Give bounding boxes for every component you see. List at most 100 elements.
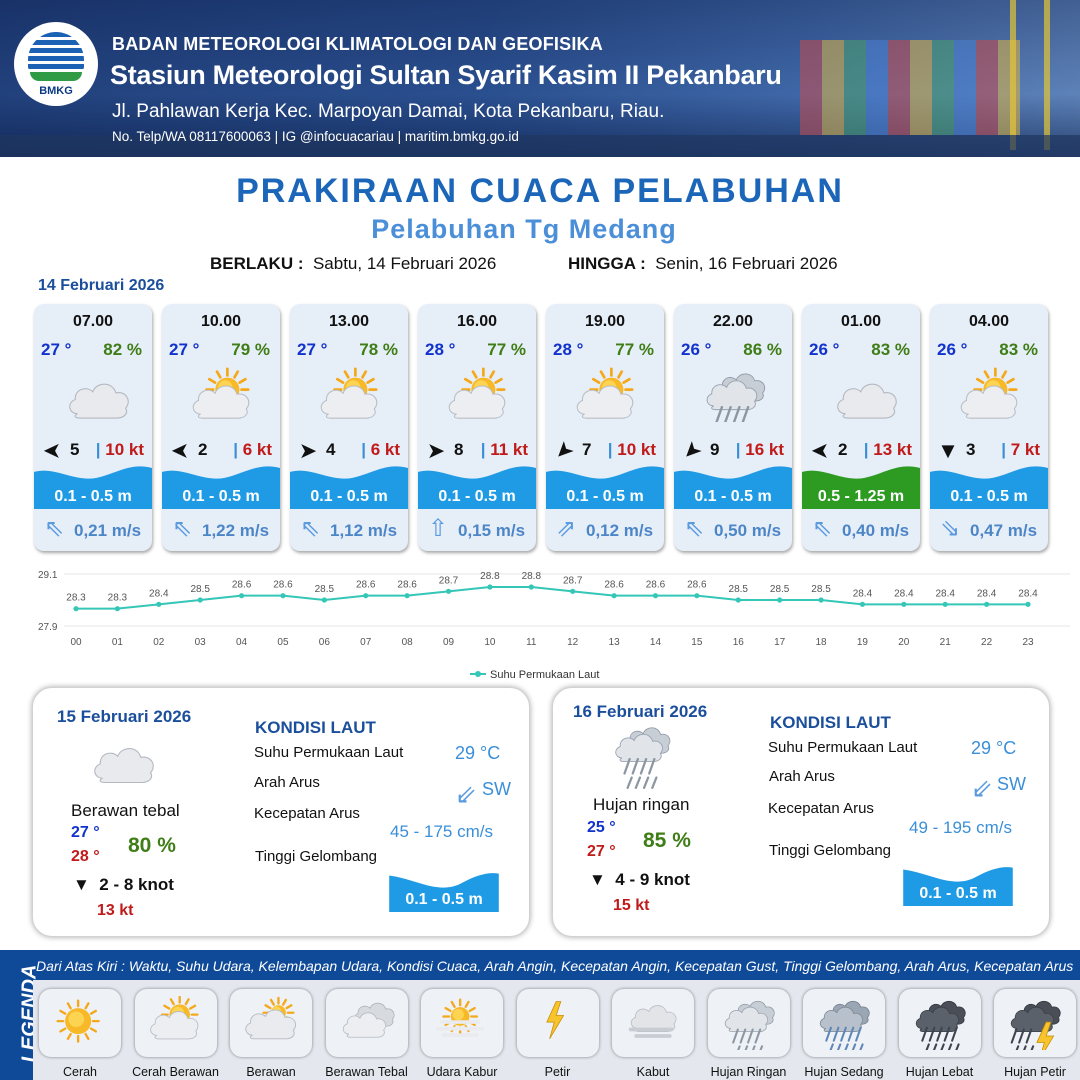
current-direction-label: Arah Arus xyxy=(254,774,320,791)
current-speed: 0,21 m/s xyxy=(74,521,142,540)
wave-height: 0.1 - 0.5 m xyxy=(566,488,644,505)
heavy-rain-icon xyxy=(915,1000,966,1050)
forecast-card: 19.00 28 ° 77 % ➤ 7 | 10 kt 0.1 - 0.5 m … xyxy=(546,304,664,551)
wave-icon xyxy=(290,466,408,509)
valid-from: BERLAKU : Sabtu, 14 Februari 2026 xyxy=(210,254,497,273)
legend-item: Berawan Tebal xyxy=(322,989,412,1079)
gust-speed: | 10 kt xyxy=(607,440,656,459)
legend-label: Hujan Ringan xyxy=(710,1065,787,1079)
data-label: 28.5 xyxy=(190,584,210,595)
forecast-time: 16.00 xyxy=(456,313,498,330)
humidity: 82 % xyxy=(103,340,142,359)
data-point xyxy=(238,593,245,599)
arrow-right-icon: ➤ xyxy=(426,438,446,463)
current-speed: 0,40 m/s xyxy=(842,521,910,540)
lightning-icon xyxy=(545,1001,564,1040)
forecast-time: 10.00 xyxy=(200,313,242,330)
humidity: 78 % xyxy=(359,340,398,359)
gust-speed: | 11 kt xyxy=(480,440,528,459)
legend-marker xyxy=(475,671,481,677)
data-label: 28.4 xyxy=(935,588,955,599)
air-temperature: 27 ° xyxy=(41,340,72,359)
humidity: 85 % xyxy=(643,829,691,852)
wind-range: ▼ 4 - 9 knot xyxy=(589,870,690,889)
legend-item: Hujan Petir xyxy=(990,989,1080,1079)
gust-speed: | 6 kt xyxy=(233,440,272,459)
current-speed: 1,12 m/s xyxy=(330,521,398,540)
data-point xyxy=(445,588,452,594)
legend-item: Cerah Berawan xyxy=(131,989,221,1079)
x-tick-label: 15 xyxy=(691,637,703,648)
data-label: 28.6 xyxy=(687,580,707,591)
legend-icon-box xyxy=(421,989,503,1057)
x-tick-label: 08 xyxy=(402,637,414,648)
wind-speed: 7 xyxy=(582,440,592,459)
agency-name: BADAN METEOROLOGI KLIMATOLOGI DAN GEOFIS… xyxy=(112,34,603,54)
data-point xyxy=(280,593,286,599)
wave-height-value: 0.1 - 0.5 m xyxy=(405,891,483,908)
condition-text: Berawan tebal xyxy=(71,801,180,820)
cloudy-icon xyxy=(837,383,897,419)
sst-label: Suhu Permukaan Laut xyxy=(768,739,918,756)
x-tick-label: 18 xyxy=(815,637,827,648)
legend-icon-box xyxy=(803,989,885,1057)
legend-icon-box xyxy=(707,989,790,1057)
x-tick-label: 22 xyxy=(981,637,993,648)
data-label: 28.5 xyxy=(729,584,749,595)
current-speed: 0,15 m/s xyxy=(458,521,526,540)
wind-speed: 9 xyxy=(710,440,720,459)
data-label: 28.4 xyxy=(853,588,873,599)
data-label: 28.5 xyxy=(315,584,335,595)
y-tick-label: 27.9 xyxy=(38,622,58,633)
data-point xyxy=(818,597,824,603)
legend-label: Udara Kabur xyxy=(426,1065,498,1079)
data-label: 28.5 xyxy=(770,584,790,595)
thunderstorm-icon xyxy=(1010,1000,1061,1050)
x-tick-label: 19 xyxy=(857,637,869,648)
forecast-card: 13.00 27 ° 78 % ➤ 4 | 6 kt 0.1 - 0.5 m ⇖… xyxy=(290,304,408,551)
current-speed: 0,50 m/s xyxy=(714,521,782,540)
x-tick-label: 16 xyxy=(733,637,745,648)
data-label: 28.6 xyxy=(356,580,376,591)
arrow-down-icon: ▼ xyxy=(589,870,606,889)
air-temperature: 26 ° xyxy=(681,340,712,359)
legend-icon-box xyxy=(994,989,1076,1057)
arrow-down-icon: ▼ xyxy=(937,438,959,463)
x-tick-label: 12 xyxy=(567,637,579,648)
day-panel-16: 16 Februari 2026 Hujan ringan 25 ° 27 ° … xyxy=(552,687,1050,937)
humidity: 83 % xyxy=(999,340,1038,359)
data-point xyxy=(694,593,700,599)
current-speed-value: 45 - 175 cm/s xyxy=(390,822,493,841)
forecast-card: 10.00 27 ° 79 % ➤ 2 | 6 kt 0.1 - 0.5 m ⇖… xyxy=(162,304,280,551)
humidity: 79 % xyxy=(231,340,270,359)
legend-item: Kabut xyxy=(608,989,698,1079)
data-point xyxy=(777,597,783,603)
sst-label: Suhu Permukaan Laut xyxy=(254,744,404,761)
wave-icon xyxy=(418,466,536,509)
legend-label: Cerah xyxy=(62,1065,98,1079)
air-temperature: 27 ° xyxy=(297,340,328,359)
partly-cloudy-icon xyxy=(576,367,634,419)
data-label: 28.4 xyxy=(1018,588,1038,599)
data-point xyxy=(404,593,410,599)
port-name: Pelabuhan Tg Medang xyxy=(371,214,677,244)
page-title: PRAKIRAAN CUACA PELABUHAN xyxy=(236,172,844,210)
data-label: 28.7 xyxy=(563,575,583,586)
x-tick-label: 17 xyxy=(774,637,786,648)
terminal-floor-illustration xyxy=(0,135,1080,157)
data-point xyxy=(942,601,948,607)
legend: LEGENDA Dari Atas Kiri : Waktu, Suhu Uda… xyxy=(0,950,1080,1080)
legend-item: Hujan Ringan xyxy=(704,989,794,1079)
moderate-rain-icon xyxy=(819,1000,870,1050)
data-label: 28.3 xyxy=(66,593,86,604)
partly-cloudy-icon xyxy=(960,367,1018,419)
legend-icon-box xyxy=(612,989,694,1057)
current-direction-value: SW xyxy=(997,774,1026,794)
sunny-icon xyxy=(56,999,100,1043)
legend-label: Hujan Petir xyxy=(1004,1065,1066,1079)
data-label: 28.4 xyxy=(149,588,169,599)
fog-icon xyxy=(628,1005,677,1038)
legend-item: Hujan Lebat xyxy=(895,989,985,1079)
x-tick-label: 03 xyxy=(195,637,207,648)
x-tick-label: 13 xyxy=(609,637,621,648)
